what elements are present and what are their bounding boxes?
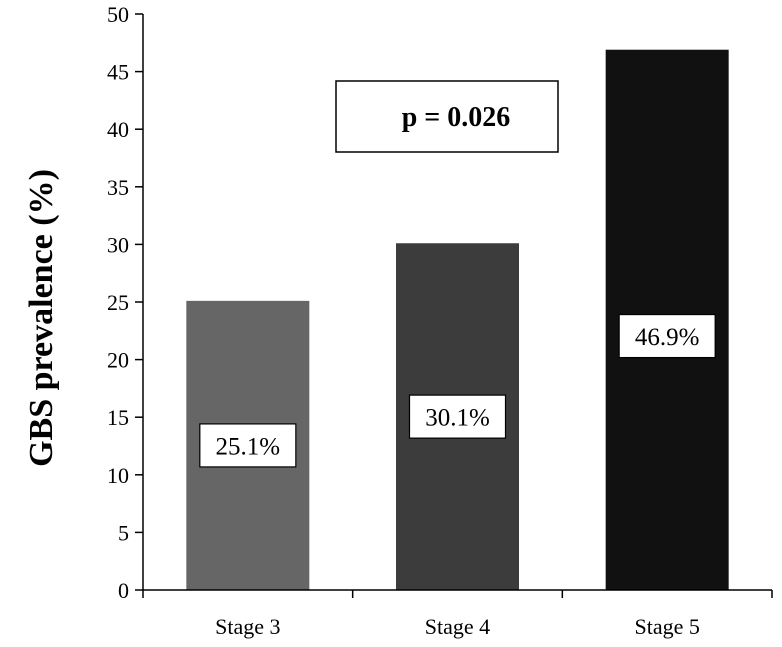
y-tick-label: 45 xyxy=(107,60,129,85)
y-tick-label: 50 xyxy=(107,2,129,27)
x-tick-label: Stage 3 xyxy=(215,614,280,639)
x-axis-labels: Stage 3 Stage 4 Stage 5 xyxy=(142,590,773,639)
data-label: 46.9% xyxy=(635,324,700,351)
data-label: 25.1% xyxy=(216,433,281,460)
y-tick-label: 35 xyxy=(107,175,129,200)
y-tick-label: 10 xyxy=(107,463,129,488)
y-tick-label: 20 xyxy=(107,348,129,373)
x-tick-label: Stage 4 xyxy=(425,614,490,639)
y-tick-label: 5 xyxy=(118,520,129,545)
y-tick-label: 25 xyxy=(107,290,129,315)
data-label-box xyxy=(408,394,507,439)
p-value-annotation: p = 0.026 xyxy=(335,80,559,153)
y-tick-label: 0 xyxy=(118,578,129,603)
p-value-text: p = 0.026 xyxy=(402,102,511,133)
y-tick-label: 40 xyxy=(107,117,129,142)
y-axis-label: GBS prevalence (%) xyxy=(23,169,60,467)
y-tick-label: 15 xyxy=(107,405,129,430)
data-label: 30.1% xyxy=(425,405,490,432)
p-value-box xyxy=(335,80,559,153)
y-axis-ticks: 0 5 10 15 20 25 30 35 40 45 50 xyxy=(107,2,143,603)
x-tick-label: Stage 5 xyxy=(634,614,699,639)
data-label-box xyxy=(618,313,716,359)
data-label-box xyxy=(199,423,297,468)
y-tick-label: 30 xyxy=(107,232,129,257)
bars: 25.1% 30.1% 46.9% xyxy=(186,49,729,591)
